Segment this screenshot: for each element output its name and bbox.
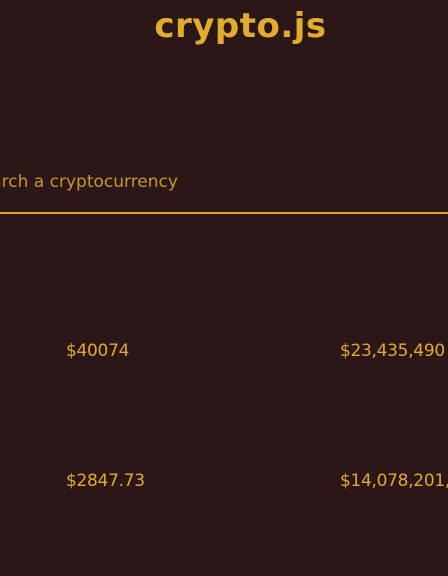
search-bar	[0, 166, 448, 214]
app-title: crypto.js	[154, 6, 327, 46]
coin-price: $40074	[66, 341, 130, 361]
coin-market-cap: $14,078,201,	[340, 471, 448, 491]
coin-price: $2847.73	[66, 471, 145, 491]
coin-market-cap: $23,435,490	[340, 341, 445, 361]
search-input[interactable]	[0, 166, 448, 198]
coin-row[interactable]: $40074 $23,435,490	[0, 336, 448, 366]
coin-row[interactable]: $2847.73 $14,078,201,	[0, 466, 448, 496]
